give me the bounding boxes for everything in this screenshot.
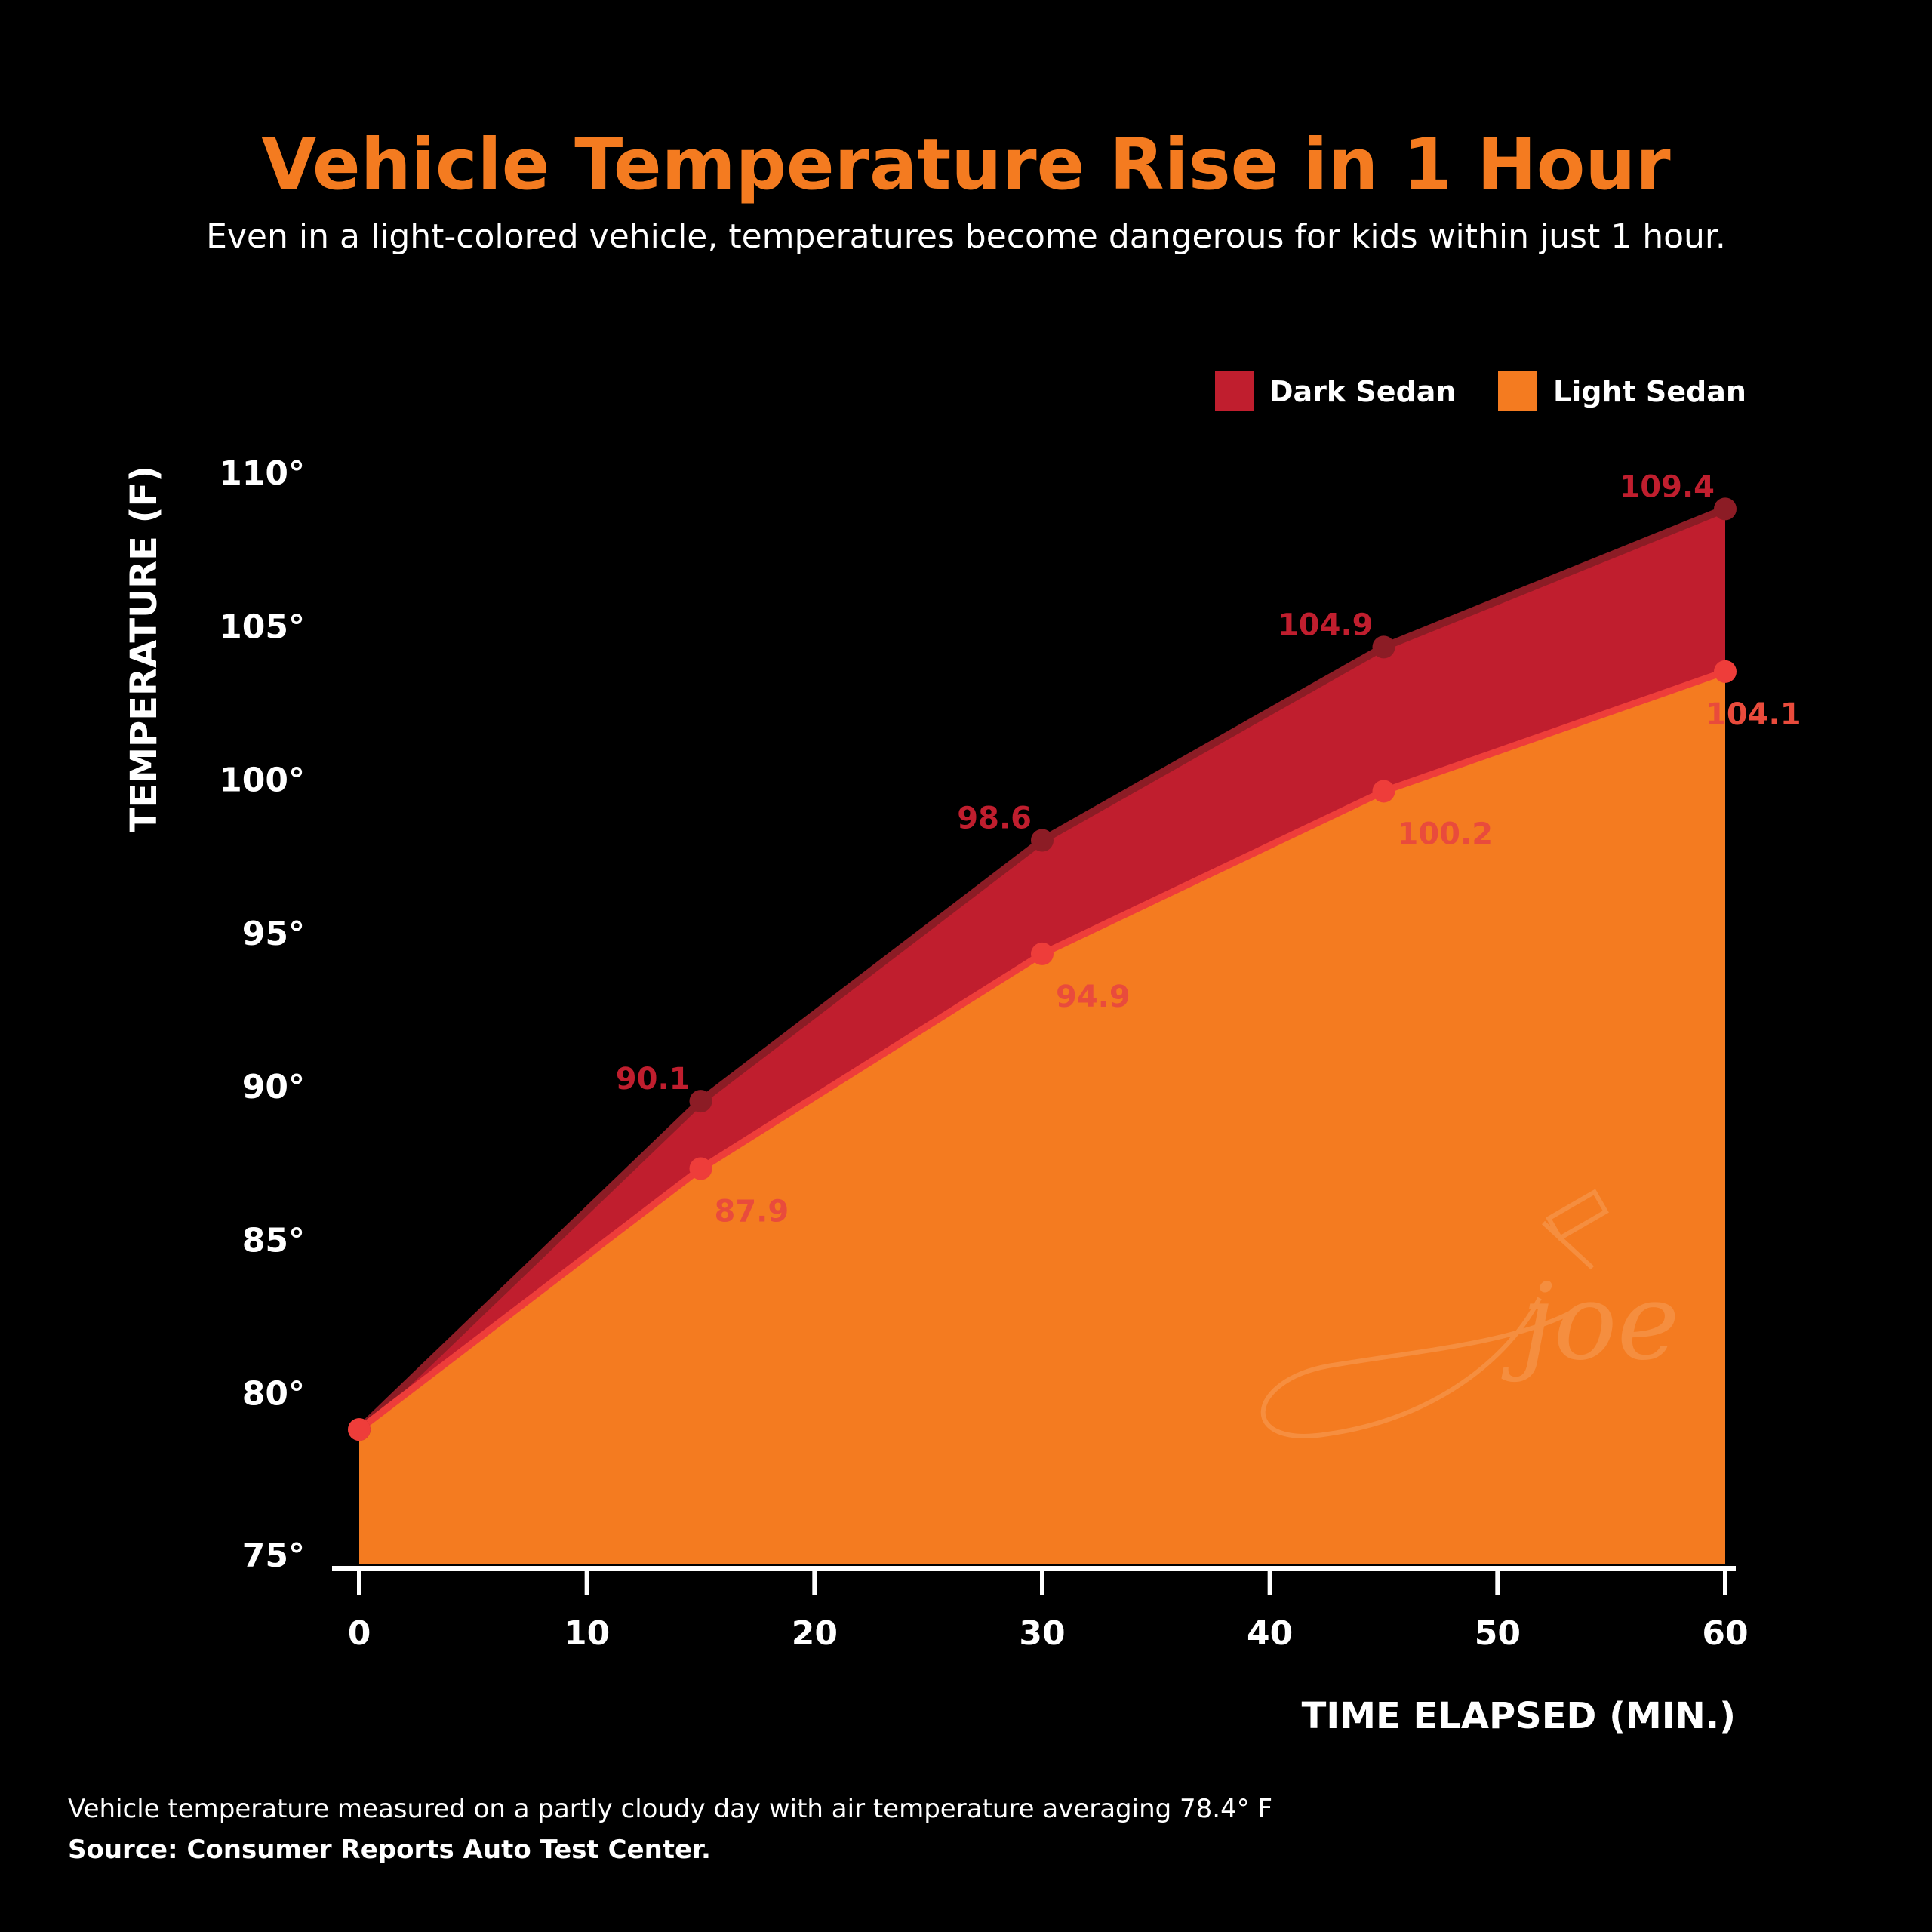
watermark-text: joe — [1501, 1261, 1680, 1384]
chart-title: Vehicle Temperature Rise in 1 Hour — [261, 124, 1671, 206]
data-label-light-sedan: 104.1 — [1706, 697, 1801, 732]
data-label-light-sedan: 94.9 — [1056, 980, 1131, 1014]
legend-label-dark-sedan: Dark Sedan — [1269, 375, 1456, 408]
watermark-flourish — [1260, 1297, 1571, 1438]
point-light-sedan — [1714, 660, 1737, 683]
point-light-sedan — [1031, 942, 1054, 965]
watermark: joe — [1260, 1189, 1680, 1438]
point-light-sedan — [1372, 780, 1395, 803]
legend: Dark Sedan Light Sedan — [1215, 371, 1746, 411]
data-label-dark-sedan: 90.1 — [616, 1062, 691, 1097]
x-ticks: 0 10 20 30 40 50 60 — [348, 1568, 1749, 1653]
watermark-gavel-handle — [1541, 1220, 1595, 1270]
point-light-sedan — [348, 1418, 371, 1441]
footnote: Vehicle temperature measured on a partly… — [68, 1794, 1272, 1824]
point-dark-sedan — [1714, 497, 1737, 521]
watermark-gavel-head — [1546, 1189, 1609, 1241]
point-dark-sedan — [689, 1090, 712, 1113]
y-tick-label: 75° — [242, 1537, 305, 1575]
chart-points — [348, 497, 1737, 1441]
x-tick-label: 20 — [792, 1614, 838, 1653]
data-label-dark-sedan: 98.6 — [957, 801, 1032, 835]
data-label-light-sedan: 100.2 — [1398, 817, 1494, 851]
source-note: Source: Consumer Reports Auto Test Cente… — [68, 1835, 711, 1865]
y-tick-label: 95° — [242, 915, 305, 953]
data-label-dark-sedan: 104.9 — [1278, 608, 1374, 642]
y-axis-title: TEMPERATURE (F) — [123, 466, 165, 833]
y-tick-label: 90° — [242, 1068, 305, 1106]
x-axis-title: TIME ELAPSED (MIN.) — [1302, 1695, 1736, 1737]
x-tick-label: 10 — [564, 1614, 610, 1653]
point-dark-sedan — [1031, 829, 1054, 852]
y-ticks: 75° 80° 85° 90° 95° 100° 105° 110° — [219, 454, 305, 1575]
legend-swatch-dark-sedan — [1215, 371, 1254, 411]
x-tick-label: 60 — [1702, 1614, 1748, 1653]
chart-data-labels: 90.1 87.9 98.6 94.9 104.9 100.2 109.4 104.1 — [616, 469, 1801, 1229]
chart-subtitle: Even in a light-colored vehicle, tempera… — [206, 217, 1726, 256]
y-tick-label: 100° — [219, 761, 305, 800]
y-tick-label: 105° — [219, 608, 305, 646]
x-tick-label: 50 — [1475, 1614, 1521, 1653]
legend-swatch-light-sedan — [1498, 371, 1537, 411]
legend-label-light-sedan: Light Sedan — [1553, 375, 1746, 408]
point-light-sedan — [689, 1157, 712, 1180]
x-tick-label: 30 — [1019, 1614, 1065, 1653]
y-tick-label: 80° — [242, 1375, 305, 1414]
x-tick-label: 0 — [348, 1614, 371, 1653]
x-tick-label: 40 — [1247, 1614, 1293, 1653]
data-label-dark-sedan: 109.4 — [1619, 469, 1715, 504]
point-dark-sedan — [1372, 635, 1395, 659]
area-light-sedan — [359, 671, 1725, 1564]
y-tick-label: 85° — [242, 1221, 305, 1260]
y-tick-label: 110° — [219, 454, 305, 493]
data-label-light-sedan: 87.9 — [715, 1195, 789, 1229]
